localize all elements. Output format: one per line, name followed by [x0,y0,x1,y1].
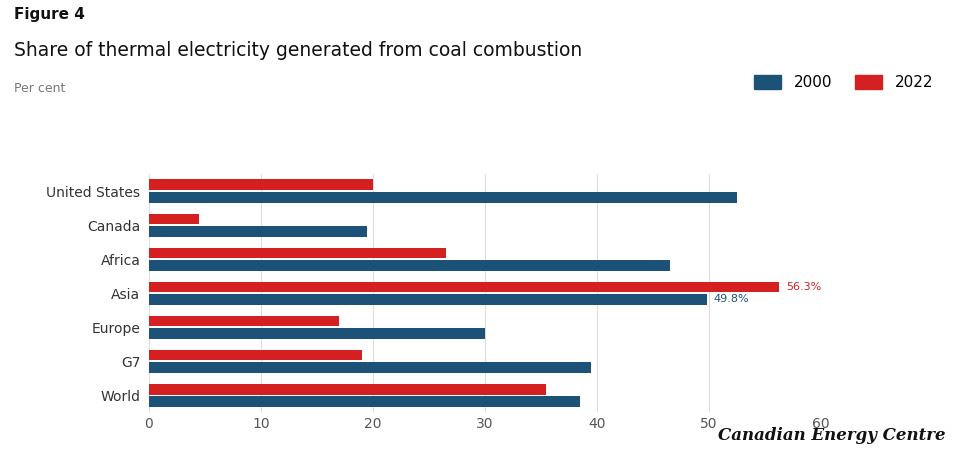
Bar [149,180,372,191]
Text: Canadian Energy Centre: Canadian Energy Centre [718,427,946,444]
Bar [149,316,339,327]
Bar [149,396,580,407]
Bar [149,192,737,202]
Text: 49.8%: 49.8% [713,294,749,304]
Bar [149,247,445,258]
Bar [149,349,362,360]
Bar [149,294,707,305]
Text: 56.3%: 56.3% [786,282,822,292]
Text: Share of thermal electricity generated from coal combustion: Share of thermal electricity generated f… [14,41,583,60]
Bar [149,213,200,224]
Legend: 2000, 2022: 2000, 2022 [754,75,933,90]
Text: Figure 4: Figure 4 [14,7,85,22]
Bar [149,328,485,339]
Bar [149,362,591,373]
Bar [149,226,367,237]
Bar [149,282,780,293]
Text: Per cent: Per cent [14,82,66,95]
Bar [149,384,546,394]
Bar [149,260,669,271]
